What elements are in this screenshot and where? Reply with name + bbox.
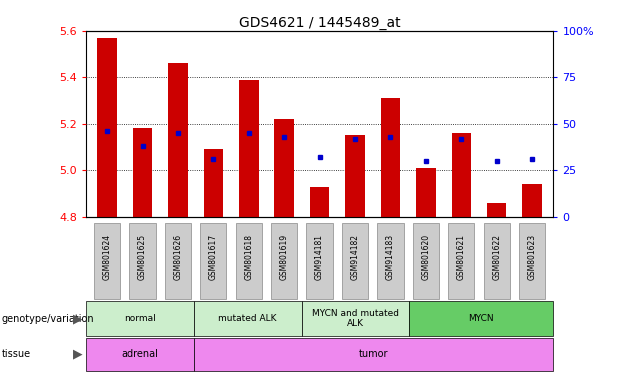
Text: mutated ALK: mutated ALK [218,314,277,323]
FancyBboxPatch shape [271,223,297,299]
Bar [416,168,436,217]
Text: genotype/variation: genotype/variation [1,314,94,324]
FancyBboxPatch shape [129,223,156,299]
FancyBboxPatch shape [377,223,403,299]
Text: MYCN and mutated
ALK: MYCN and mutated ALK [312,309,399,328]
Text: GSM801620: GSM801620 [421,233,431,280]
Bar [204,149,223,217]
FancyBboxPatch shape [448,223,474,299]
Text: GSM801625: GSM801625 [138,233,147,280]
FancyBboxPatch shape [342,223,368,299]
Text: tumor: tumor [359,349,388,359]
Text: GSM801619: GSM801619 [280,233,289,280]
Text: ▶: ▶ [73,348,83,361]
Bar [133,129,152,217]
FancyBboxPatch shape [200,223,226,299]
Bar [168,63,188,217]
FancyBboxPatch shape [236,223,262,299]
Text: GSM801621: GSM801621 [457,233,466,280]
Bar [275,119,294,217]
Text: tissue: tissue [1,349,31,359]
Text: adrenal: adrenal [121,349,158,359]
Text: ▶: ▶ [73,312,83,325]
Bar [345,136,364,217]
Bar [381,98,400,217]
Bar [487,203,506,217]
Text: GSM914181: GSM914181 [315,233,324,280]
Text: GSM914182: GSM914182 [350,233,359,280]
Title: GDS4621 / 1445489_at: GDS4621 / 1445489_at [238,16,401,30]
FancyBboxPatch shape [519,223,545,299]
Text: GSM801617: GSM801617 [209,233,218,280]
Text: GSM801626: GSM801626 [174,233,183,280]
Bar [452,133,471,217]
Text: MYCN: MYCN [469,314,494,323]
FancyBboxPatch shape [165,223,191,299]
FancyBboxPatch shape [483,223,510,299]
FancyBboxPatch shape [413,223,439,299]
Bar [97,38,117,217]
Text: GSM801618: GSM801618 [244,233,253,280]
Text: GSM914183: GSM914183 [386,233,395,280]
Bar [310,187,329,217]
Text: GSM801624: GSM801624 [102,233,111,280]
Text: normal: normal [124,314,156,323]
Text: GSM801622: GSM801622 [492,233,501,280]
FancyBboxPatch shape [94,223,120,299]
Bar [239,79,258,217]
FancyBboxPatch shape [307,223,333,299]
Text: GSM801623: GSM801623 [528,233,537,280]
Bar [522,184,542,217]
